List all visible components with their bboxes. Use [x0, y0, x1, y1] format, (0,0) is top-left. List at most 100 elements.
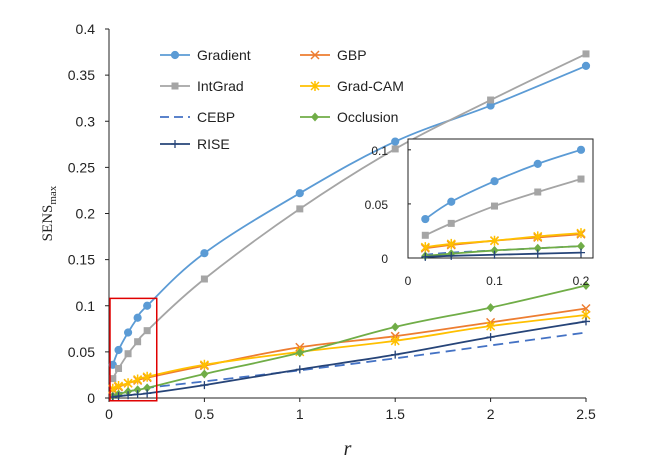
- legend-label-cebp: CEBP: [197, 109, 235, 125]
- data-point-gradient: [108, 360, 117, 369]
- data-point-gradient: [200, 249, 209, 258]
- inset-data-point-rise: [577, 248, 585, 257]
- inset-frame: [407, 138, 594, 259]
- series-line-grad-cam: [112, 314, 587, 390]
- y-axis-label-subscript: max: [47, 185, 59, 204]
- legend-marker-rise: [171, 140, 179, 148]
- inset-data-point-occlusion: [533, 243, 542, 253]
- inset-series-gradient: [421, 145, 586, 224]
- inset-data-point-rise: [533, 249, 542, 258]
- inset-data-point-grad-cam: [533, 231, 543, 242]
- y-tick-label: 0: [87, 390, 95, 406]
- inset-data-point-intgrad: [447, 219, 455, 227]
- inset-series-grad-cam: [420, 228, 586, 253]
- x-tick-label: 0.5: [195, 406, 215, 422]
- data-point-gradient: [391, 137, 400, 146]
- legend-item-cebp: CEBP: [160, 109, 235, 125]
- inset-series-intgrad: [421, 175, 585, 239]
- legend-item-intgrad: IntGrad: [160, 78, 244, 94]
- y-tick-label: 0.05: [68, 344, 95, 360]
- inset-data-point-occlusion: [490, 245, 499, 255]
- data-point-gradient: [133, 313, 142, 322]
- legend-label-gbp: GBP: [337, 47, 367, 63]
- legend-item-grad-cam: Grad-CAM: [300, 78, 404, 94]
- data-point-intgrad: [391, 145, 399, 153]
- y-tick-label: 0.2: [76, 206, 96, 222]
- data-point-occlusion: [391, 322, 400, 332]
- inset-data-point-occlusion: [577, 241, 585, 251]
- inset-data-point-rise: [421, 252, 430, 261]
- legend-item-occlusion: Occlusion: [300, 109, 398, 125]
- data-point-grad-cam: [390, 335, 400, 346]
- data-point-intgrad: [487, 96, 495, 104]
- inset-data-point-intgrad: [577, 175, 585, 183]
- legend: Gradient GBP IntGrad Grad-CAM CEBP Occlusion R…: [160, 47, 404, 152]
- x-tick-label: 1.5: [385, 406, 405, 422]
- data-point-occlusion: [143, 383, 152, 393]
- inset-series-rise: [421, 248, 585, 261]
- data-point-gradient: [143, 301, 152, 310]
- data-point-grad-cam: [142, 371, 152, 382]
- data-point-occlusion: [200, 369, 209, 379]
- x-tick-label: 0: [105, 406, 113, 422]
- inset-data-point-gradient: [533, 159, 542, 168]
- legend-marker-intgrad: [171, 82, 179, 90]
- inset-data-point-gradient: [576, 145, 586, 154]
- data-point-intgrad: [582, 50, 590, 58]
- inset-y-tick-label: 0: [381, 252, 388, 266]
- legend-marker-grad-cam: [310, 81, 320, 91]
- legend-marker-gbp: [310, 50, 320, 60]
- inset-data-point-gradient: [421, 214, 430, 224]
- data-point-rise: [582, 317, 590, 326]
- data-point-rise: [391, 350, 400, 359]
- data-point-occlusion: [133, 385, 142, 395]
- y-tick-label: 0.25: [68, 159, 95, 175]
- inset-data-point-gradient: [490, 177, 499, 186]
- x-tick-label: 1: [296, 406, 304, 422]
- series-grad-cam: [108, 309, 591, 394]
- data-point-rise: [143, 389, 152, 398]
- data-point-intgrad: [200, 275, 208, 283]
- data-point-intgrad: [143, 327, 151, 335]
- inset-data-point-grad-cam: [576, 228, 586, 239]
- x-tick-label: 2.5: [576, 406, 596, 422]
- inset-x-tick-label: 0.2: [573, 274, 590, 288]
- inset-x-tick-label: 0: [405, 274, 412, 288]
- inset-data-point-intgrad: [491, 202, 498, 210]
- data-point-rise: [133, 390, 142, 399]
- data-point-intgrad: [134, 338, 142, 346]
- zoom-region-box: [109, 297, 158, 402]
- legend-label-gradient: Gradient: [197, 47, 251, 63]
- data-point-gradient: [114, 345, 123, 355]
- inset-data-point-rise: [447, 251, 456, 260]
- y-tick-label: 0.15: [68, 252, 95, 268]
- series-line-gbp: [112, 307, 587, 391]
- inset-x-tick-label: 0.1: [486, 274, 503, 288]
- data-point-intgrad: [115, 364, 123, 372]
- data-point-intgrad: [296, 205, 304, 213]
- legend-label-occlusion: Occlusion: [337, 109, 398, 125]
- data-point-rise: [200, 381, 209, 390]
- legend-item-rise: RISE: [160, 136, 230, 152]
- y-tick-label: 0.35: [68, 67, 95, 83]
- inset-data-point-intgrad: [421, 231, 429, 239]
- data-point-gbp: [581, 303, 591, 314]
- y-axis-label: SENSmax: [40, 185, 59, 241]
- legend-label-rise: RISE: [197, 136, 230, 152]
- data-point-intgrad: [124, 350, 132, 358]
- legend-label-grad-cam: Grad-CAM: [337, 78, 404, 94]
- inset-data-point-gradient: [447, 197, 456, 206]
- data-point-occlusion: [295, 348, 304, 358]
- y-axis-label-main: SENS: [40, 205, 56, 242]
- series-intgrad: [109, 50, 590, 383]
- data-point-gradient: [123, 328, 133, 337]
- data-point-gradient: [295, 189, 304, 198]
- inset-data-point-grad-cam: [446, 238, 456, 249]
- y-tick-label: 0.1: [76, 298, 96, 314]
- y-tick-label: 0.3: [76, 113, 96, 129]
- data-point-occlusion: [582, 280, 590, 290]
- data-point-occlusion: [486, 303, 495, 313]
- data-point-gradient: [581, 61, 591, 71]
- inset-y-tick-label: 0.1: [371, 144, 388, 158]
